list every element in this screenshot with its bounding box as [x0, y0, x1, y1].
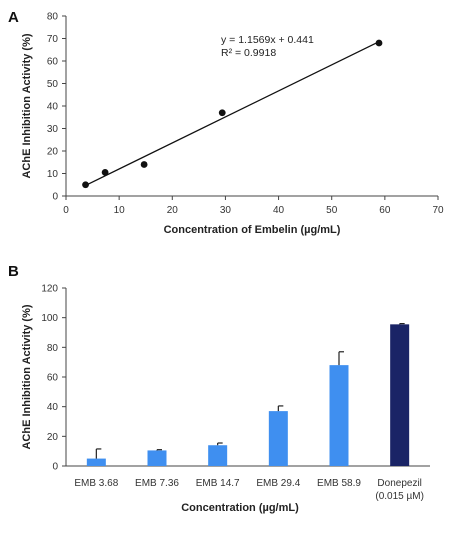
panel-a-data-point	[82, 181, 89, 189]
panel-a-y-tick-label: 10	[47, 169, 59, 180]
panel-b-y-tick-label: 20	[47, 432, 59, 443]
panel-a-trendline	[85, 41, 380, 187]
panel-a-x-tick-label: 0	[63, 205, 69, 216]
panel-b-label: B	[8, 263, 19, 280]
panel-b-bar	[208, 445, 228, 466]
panel-a-x-tick-label: 30	[220, 205, 232, 216]
panel-b-bar	[390, 324, 410, 466]
panel-b-category-label: EMB 29.4	[256, 478, 300, 489]
panel-b-y-label: AChE Inhibition Activity (%)	[21, 304, 33, 449]
panel-b-y-tick-label: 0	[52, 462, 58, 473]
panel-a-y-tick-label: 60	[47, 57, 59, 68]
panel-a-y-tick-label: 0	[52, 192, 58, 203]
panel-a-data-point	[218, 109, 226, 117]
panel-b-bar	[268, 411, 288, 466]
panel-a-y-tick-label: 50	[47, 79, 59, 90]
panel-a-y-tick-label: 40	[47, 102, 59, 113]
panel-a-x-tick-label: 50	[326, 205, 338, 216]
panel-b-bar	[329, 365, 349, 466]
panel-b-category-label: Donepezil	[377, 478, 421, 489]
panel-a-y-tick-label: 70	[47, 34, 59, 45]
panel-a-x-tick-label: 60	[379, 205, 391, 216]
panel-a-points	[82, 39, 383, 189]
panel-b-bar	[86, 458, 106, 466]
panel-a-x-label: Concentration of Embelin (µg/mL)	[164, 224, 341, 236]
panel-a-y-label: AChE Inhibition Activity (%)	[21, 33, 33, 178]
panel-b-y-tick-label: 60	[47, 373, 59, 384]
panel-b-bar	[147, 450, 167, 466]
panel-b-category-label: EMB 3.68	[74, 478, 118, 489]
panel-b-category-label: EMB 58.9	[317, 478, 361, 489]
panel-a-x-tick-label: 70	[432, 205, 444, 216]
panel-b-category-label: EMB 14.7	[196, 478, 240, 489]
panel-a-data-point	[101, 168, 109, 176]
panel-b-x-label: Concentration (µg/mL)	[181, 502, 299, 514]
panel-b-category-label: EMB 7.36	[135, 478, 179, 489]
panel-b-category-sublabel: (0.015 µM)	[375, 491, 424, 502]
panel-a-ticks: 0 10 20 30 40 50 60 70 80 0 10 20 30 40 50 60 70	[47, 12, 444, 217]
panel-a-x-tick-label: 10	[114, 205, 126, 216]
panel-b-axes	[65, 288, 430, 467]
panel-b-ticks: 0 20 40 60 80 100 120	[41, 284, 66, 473]
panel-b-y-tick-label: 120	[41, 284, 58, 295]
panel-a-data-point	[375, 39, 383, 47]
panel-a-label: A	[8, 9, 19, 26]
panel-a-x-tick-label: 40	[273, 205, 285, 216]
panel-a-equation: y = 1.1569x + 0.441	[221, 34, 314, 46]
panel-b-y-tick-label: 80	[47, 343, 59, 354]
panel-a-r2: R² = 0.9918	[221, 47, 276, 59]
panel-b-y-tick-label: 40	[47, 402, 59, 413]
panel-b-bars: EMB 3.68 EMB 7.36 EMB 14.7 EMB 29.4 EMB 58.9…	[74, 323, 424, 502]
panel-a-data-point	[140, 161, 148, 168]
panel-a-x-tick-label: 20	[167, 205, 179, 216]
panel-a-y-tick-label: 80	[47, 12, 59, 23]
panel-b-y-tick-label: 100	[41, 313, 58, 324]
panel-a-y-tick-label: 20	[47, 147, 59, 158]
panel-a-y-tick-label: 30	[47, 124, 59, 135]
